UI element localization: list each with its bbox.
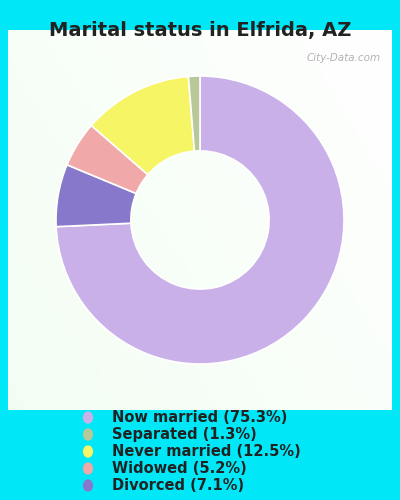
Wedge shape xyxy=(67,126,148,194)
Text: City-Data.com: City-Data.com xyxy=(306,53,380,63)
Text: Marital status in Elfrida, AZ: Marital status in Elfrida, AZ xyxy=(49,21,351,40)
Wedge shape xyxy=(91,76,194,174)
Text: Divorced (7.1%): Divorced (7.1%) xyxy=(112,478,244,493)
Text: Widowed (5.2%): Widowed (5.2%) xyxy=(112,461,247,476)
Text: Now married (75.3%): Now married (75.3%) xyxy=(112,410,287,425)
Wedge shape xyxy=(56,165,136,226)
Wedge shape xyxy=(56,76,344,364)
Wedge shape xyxy=(188,76,200,151)
Text: Never married (12.5%): Never married (12.5%) xyxy=(112,444,301,459)
Text: Separated (1.3%): Separated (1.3%) xyxy=(112,427,257,442)
